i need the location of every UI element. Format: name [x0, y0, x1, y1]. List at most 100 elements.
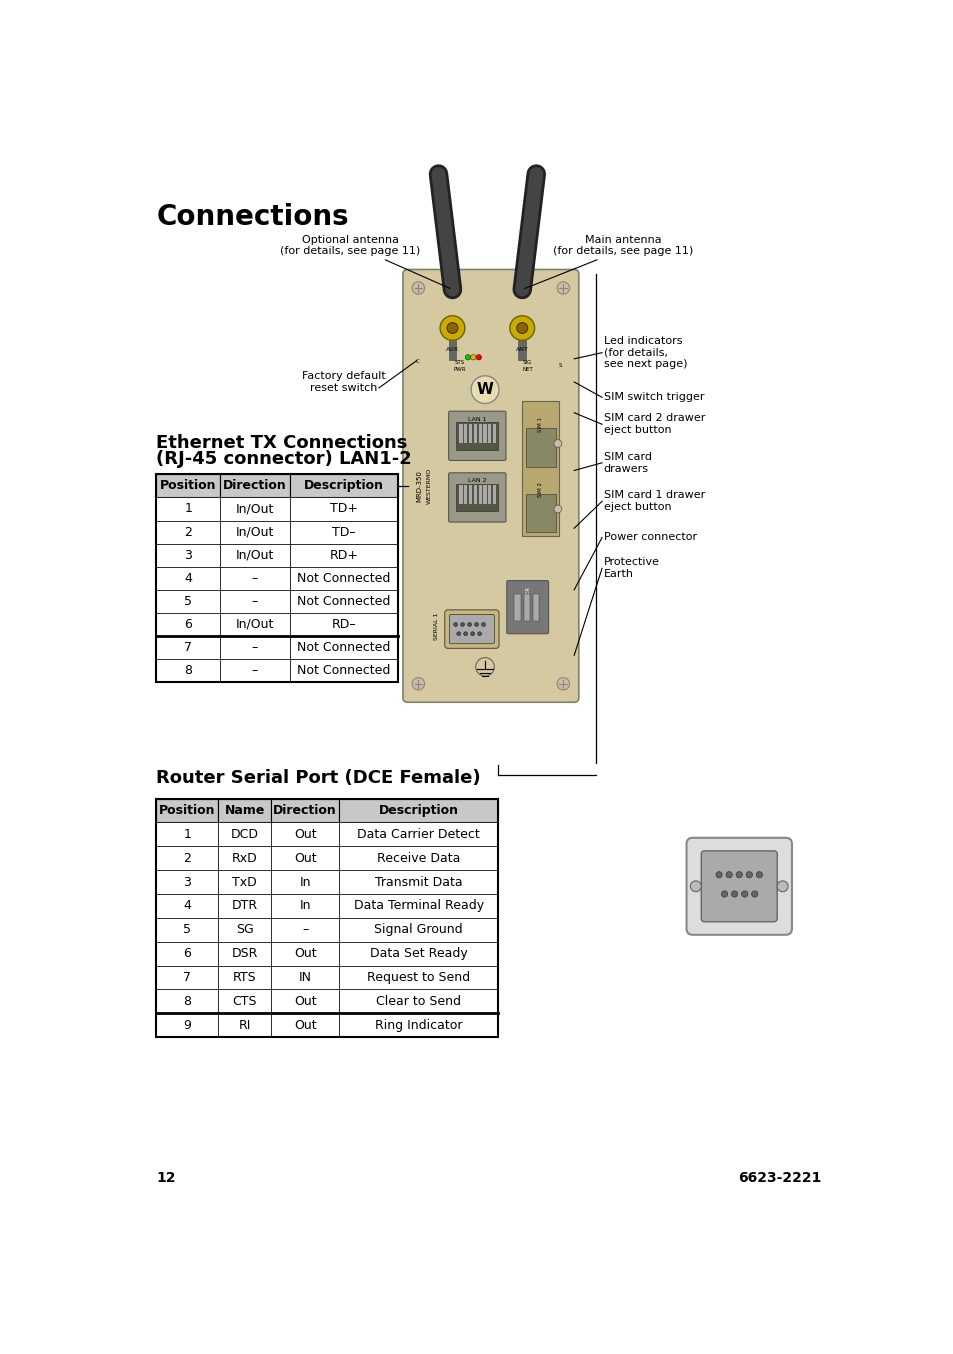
Bar — [156, 799, 218, 822]
Circle shape — [720, 891, 727, 898]
Text: RD–: RD– — [332, 617, 355, 631]
Bar — [156, 942, 218, 965]
Bar — [218, 799, 271, 822]
Circle shape — [751, 891, 757, 898]
Text: ANT: ANT — [516, 347, 528, 352]
Bar — [220, 590, 290, 613]
Text: 9: 9 — [700, 867, 711, 883]
Text: In/Out: In/Out — [235, 548, 274, 562]
Text: Data Terminal Ready: Data Terminal Ready — [354, 899, 483, 913]
Bar — [290, 636, 397, 659]
Bar — [156, 659, 220, 682]
Text: Out: Out — [294, 948, 316, 960]
Text: 9: 9 — [183, 1018, 192, 1032]
Bar — [469, 485, 472, 504]
Bar — [220, 520, 290, 543]
Bar — [339, 846, 497, 871]
Circle shape — [736, 872, 741, 877]
Text: NET: NET — [521, 367, 533, 371]
Text: Ethernet TX Connections: Ethernet TX Connections — [156, 435, 407, 452]
Circle shape — [725, 872, 732, 877]
Text: In/Out: In/Out — [235, 525, 274, 539]
Bar — [218, 846, 271, 871]
Bar — [220, 613, 290, 636]
FancyBboxPatch shape — [444, 609, 498, 649]
Bar — [456, 422, 497, 450]
Text: SIM 1: SIM 1 — [537, 417, 543, 432]
Text: SIM 2: SIM 2 — [537, 482, 543, 497]
Bar — [464, 424, 467, 443]
Bar — [156, 894, 218, 918]
Text: LAN 2: LAN 2 — [468, 478, 486, 483]
Text: 2: 2 — [184, 525, 192, 539]
Text: SIM card 2 drawer
eject button: SIM card 2 drawer eject button — [603, 413, 704, 435]
Text: MRD-350: MRD-350 — [416, 470, 422, 502]
Circle shape — [476, 355, 481, 360]
Bar — [271, 1013, 339, 1037]
FancyBboxPatch shape — [700, 850, 777, 922]
Text: RD+: RD+ — [329, 548, 358, 562]
Text: Not Connected: Not Connected — [297, 571, 391, 585]
Circle shape — [456, 632, 460, 635]
Bar — [290, 613, 397, 636]
Text: Router Serial Port (DCE Female): Router Serial Port (DCE Female) — [156, 769, 480, 787]
FancyBboxPatch shape — [448, 473, 505, 523]
Bar — [533, 593, 538, 620]
Bar — [448, 340, 456, 360]
Text: 5: 5 — [183, 923, 192, 936]
Text: WESTERMO: WESTERMO — [426, 467, 432, 504]
FancyBboxPatch shape — [402, 269, 578, 703]
Bar — [339, 871, 497, 894]
Circle shape — [477, 632, 481, 635]
Bar — [339, 942, 497, 965]
Bar — [218, 942, 271, 965]
Circle shape — [454, 623, 457, 627]
Text: 1: 1 — [766, 887, 777, 902]
Text: Name: Name — [224, 804, 265, 816]
Text: PWR: PWR — [454, 367, 466, 371]
Circle shape — [756, 872, 761, 877]
Bar — [156, 520, 220, 543]
Text: Direction: Direction — [274, 804, 336, 816]
Bar — [156, 822, 218, 846]
Bar — [156, 497, 220, 520]
Text: 6623-2221: 6623-2221 — [738, 1171, 821, 1185]
FancyBboxPatch shape — [448, 412, 505, 460]
Bar — [474, 485, 476, 504]
Text: Receive Data: Receive Data — [376, 852, 460, 865]
Bar — [339, 1013, 497, 1037]
Text: Clear to Send: Clear to Send — [375, 995, 461, 1007]
Text: Description: Description — [378, 804, 458, 816]
Text: Not Connected: Not Connected — [297, 665, 391, 677]
Text: DCD: DCD — [231, 827, 258, 841]
Text: TD+: TD+ — [330, 502, 357, 516]
Text: Protective
Earth: Protective Earth — [603, 558, 659, 580]
Text: TxD: TxD — [233, 876, 257, 888]
Bar — [271, 822, 339, 846]
Text: 6: 6 — [183, 948, 192, 960]
Circle shape — [554, 440, 561, 447]
Text: RI: RI — [238, 1018, 251, 1032]
Circle shape — [740, 891, 747, 898]
Text: SIM switch trigger: SIM switch trigger — [603, 393, 703, 402]
Text: Not Connected: Not Connected — [297, 640, 391, 654]
Bar — [488, 424, 491, 443]
Bar — [290, 590, 397, 613]
Text: 2: 2 — [183, 852, 192, 865]
Circle shape — [481, 623, 485, 627]
Text: Data Set Ready: Data Set Ready — [370, 948, 467, 960]
Text: DSR: DSR — [232, 948, 257, 960]
Text: 7: 7 — [184, 640, 192, 654]
Bar — [218, 965, 271, 990]
Circle shape — [471, 376, 498, 403]
Circle shape — [557, 282, 569, 294]
Text: –: – — [302, 923, 308, 936]
Text: Signal Ground: Signal Ground — [375, 923, 462, 936]
Bar — [220, 567, 290, 590]
FancyBboxPatch shape — [449, 615, 494, 643]
Bar — [156, 474, 220, 497]
Text: Position: Position — [160, 479, 216, 493]
Circle shape — [509, 315, 534, 340]
Text: (RJ-45 connector) LAN1-2: (RJ-45 connector) LAN1-2 — [156, 450, 412, 467]
Text: Factory default
reset switch: Factory default reset switch — [302, 371, 385, 393]
